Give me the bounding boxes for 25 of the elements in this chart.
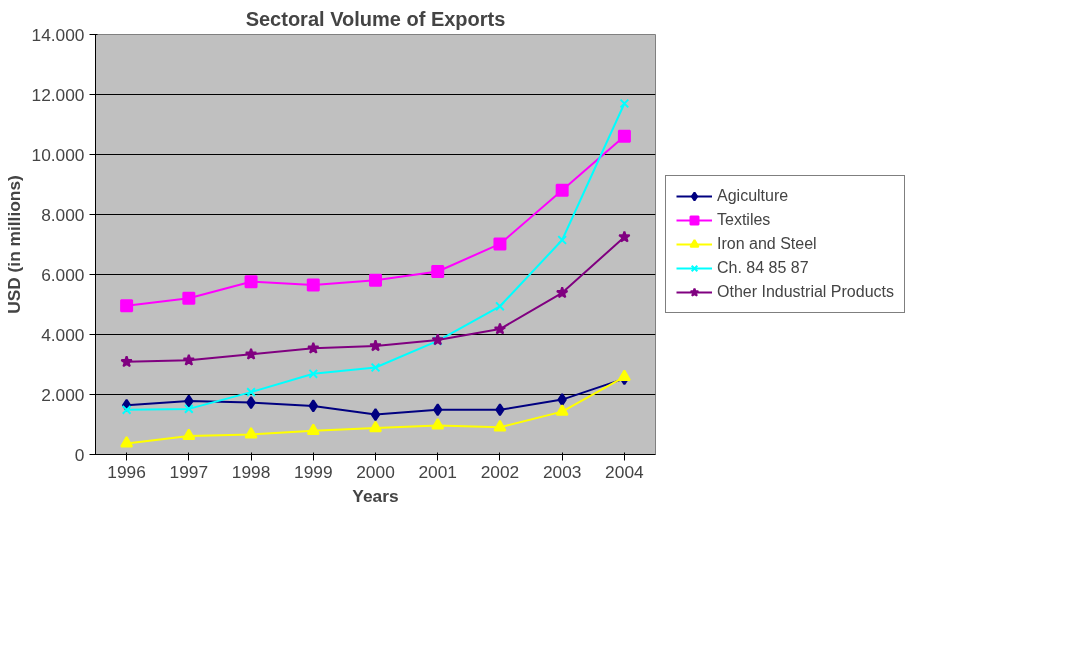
y-tick-label: 2.000 xyxy=(41,384,85,405)
legend-label: Other Industrial Products xyxy=(717,283,894,301)
x-axis-title: Years xyxy=(352,485,399,506)
y-tick-label: 10.000 xyxy=(31,144,85,165)
y-tick-label: 14.000 xyxy=(31,24,85,45)
y-tick-label: 0 xyxy=(74,444,85,465)
chart-title: Sectoral Volume of Exports xyxy=(245,7,506,30)
y-tick-label: 8.000 xyxy=(41,204,85,225)
y-tick-label: 12.000 xyxy=(31,84,85,105)
x-tick-label: 2001 xyxy=(418,461,458,482)
y-tick-label: 6.000 xyxy=(41,264,85,285)
y-axis-title: USD (in millions) xyxy=(3,175,24,314)
x-tick-label: 2004 xyxy=(605,461,645,482)
x-tick-label: 2003 xyxy=(542,461,582,482)
x-tick-label: 2000 xyxy=(356,461,395,482)
x-tick-label: 1999 xyxy=(294,461,333,482)
x-tick-label: 1996 xyxy=(107,461,146,482)
legend-label: Ch. 84 85 87 xyxy=(717,259,809,277)
x-tick-label: 2002 xyxy=(480,461,520,482)
y-tick-label: 4.000 xyxy=(41,324,85,345)
legend-label: Iron and Steel xyxy=(717,235,817,253)
x-tick-label: 1997 xyxy=(169,461,209,482)
legend-label: Textiles xyxy=(717,211,771,229)
legend-label: Agiculture xyxy=(717,187,789,205)
x-tick-label: 1998 xyxy=(231,461,271,482)
